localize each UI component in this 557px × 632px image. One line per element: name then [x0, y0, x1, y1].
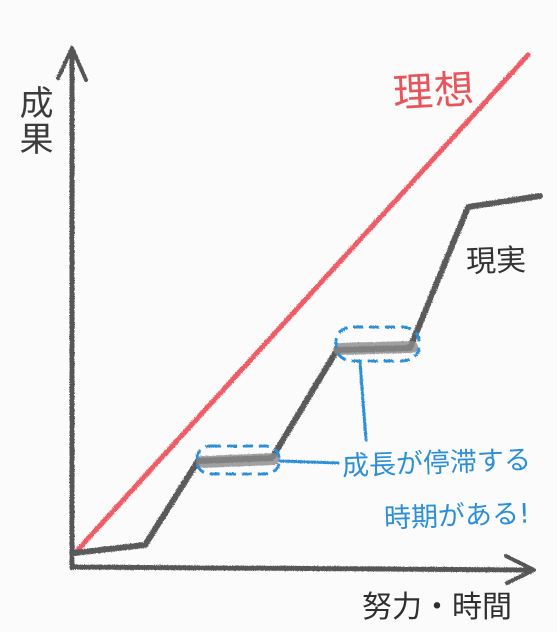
y-axis-label: 成果	[13, 85, 53, 157]
ideal-label: 理想	[391, 66, 477, 118]
connector-from-plateau-1	[278, 459, 340, 465]
annotation-connectors	[278, 360, 368, 465]
plateau-dashed-ellipse-2	[334, 325, 421, 363]
ideal-line	[71, 52, 531, 557]
x-axis-line	[69, 564, 533, 573]
x-axis-arrowhead	[504, 554, 536, 585]
axes	[56, 46, 536, 585]
y-axis-arrowhead	[56, 46, 88, 82]
plateau-marker-1	[195, 444, 281, 476]
reality-label: 現実	[465, 242, 527, 281]
connector-from-plateau-2	[358, 360, 368, 442]
reality-curve	[71, 193, 543, 556]
stagnation-note-line1: 成長が停滞する	[341, 444, 532, 483]
plateau-marker-2	[333, 325, 421, 363]
x-axis-label: 努力・時間	[362, 590, 512, 625]
stagnation-note-line2: 時期がある!	[383, 498, 531, 535]
